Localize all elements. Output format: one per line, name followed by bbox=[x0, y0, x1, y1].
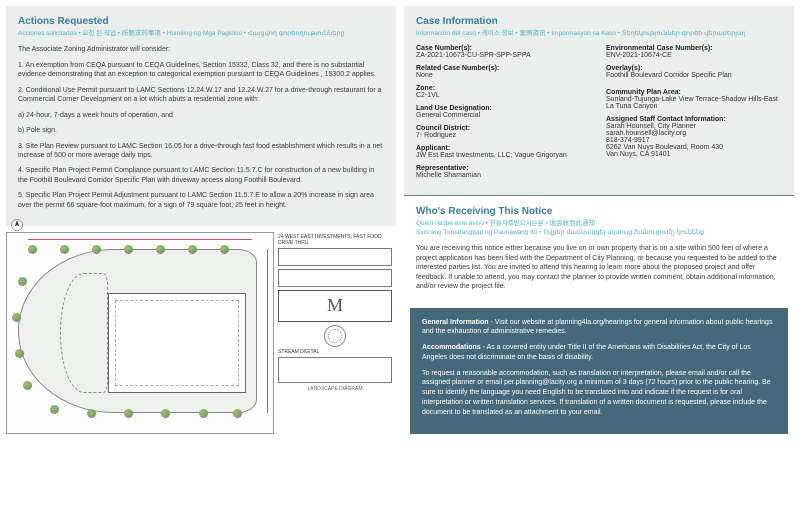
action-item: 5. Specific Plan Project Permit Adjustme… bbox=[18, 191, 384, 210]
actions-title: Actions Requested bbox=[18, 16, 384, 27]
action-item: b) Pole sign. bbox=[18, 126, 384, 135]
whos-translations: Quién recibe este aviso • 본통지를받으시는분 • 谁会… bbox=[416, 220, 782, 237]
stamp-seal-icon bbox=[324, 325, 346, 347]
plan-legend: 24 WEST EAST INVESTMENTS, FAST FOOD DRIV… bbox=[274, 232, 396, 434]
navy-p3: To request a reasonable accommodation, s… bbox=[422, 369, 776, 418]
navy-p2: Accommodations - As a covered entity und… bbox=[422, 343, 776, 363]
whos-body: You are receiving this notice either bec… bbox=[416, 244, 782, 291]
drive-thru-lane bbox=[60, 273, 108, 393]
diagram-caption: LANDSCAPE DIAGRAM bbox=[278, 386, 392, 392]
info-col-left: Case Number(s):ZA-2021-10673-CU-SPR-SPP-… bbox=[416, 45, 592, 185]
building-footprint bbox=[108, 293, 246, 393]
firm-logo: M bbox=[278, 290, 392, 322]
actions-translations: Acciones solicitadas • 요청 된 작업 • 所要求的事项 … bbox=[18, 30, 384, 38]
general-info-panel: General Information - Visit our website … bbox=[410, 308, 788, 434]
left-column: Actions Requested Acciones solicitadas •… bbox=[6, 6, 396, 434]
whos-receiving-panel: Who's Receiving This Notice Quién recibe… bbox=[404, 195, 794, 303]
actions-requested-panel: Actions Requested Acciones solicitadas •… bbox=[6, 6, 396, 226]
page-root: Actions Requested Acciones solicitadas •… bbox=[0, 0, 800, 440]
legend-title2: STREAM DIGITAL bbox=[278, 349, 392, 355]
right-column: Case Information Información del caso • … bbox=[404, 6, 794, 434]
whos-title: Who's Receiving This Notice bbox=[416, 206, 782, 217]
north-arrow-icon bbox=[10, 218, 24, 232]
action-item: 3. Site Plan Review pursuant to LAMC Sec… bbox=[18, 142, 384, 161]
action-item: 4. Specific Plan Project Permit Complian… bbox=[18, 166, 384, 185]
actions-intro: The Associate Zoning Administrator will … bbox=[18, 45, 384, 54]
site-plan-area: 24 WEST EAST INVESTMENTS, FAST FOOD DRIV… bbox=[6, 232, 396, 434]
action-item: 1. An exemption from CEQA pursuant to CE… bbox=[18, 61, 384, 80]
legend-box bbox=[278, 248, 392, 266]
case-info-panel: Case Information Información del caso • … bbox=[404, 6, 794, 195]
caseinfo-title: Case Information bbox=[416, 16, 782, 27]
action-item: 2. Conditional Use Permit pursuant to LA… bbox=[18, 86, 384, 105]
info-col-right: Environmental Case Number(s):ENV-2021-10… bbox=[606, 45, 782, 185]
actions-body: The Associate Zoning Administrator will … bbox=[18, 45, 384, 210]
legend-box bbox=[278, 357, 392, 383]
caseinfo-translations: Información del caso • 케이스 정보 • 案例资讯 • I… bbox=[416, 30, 782, 38]
navy-p1: General Information - Visit our website … bbox=[422, 318, 776, 338]
legend-box bbox=[278, 269, 392, 287]
action-item: a) 24-hour, 7-days a week hours of opera… bbox=[18, 111, 384, 120]
site-plan-drawing bbox=[6, 232, 274, 434]
legend-title: 24 WEST EAST INVESTMENTS, FAST FOOD DRIV… bbox=[278, 234, 392, 246]
case-info-grid: Case Number(s):ZA-2021-10673-CU-SPR-SPP-… bbox=[416, 45, 782, 185]
